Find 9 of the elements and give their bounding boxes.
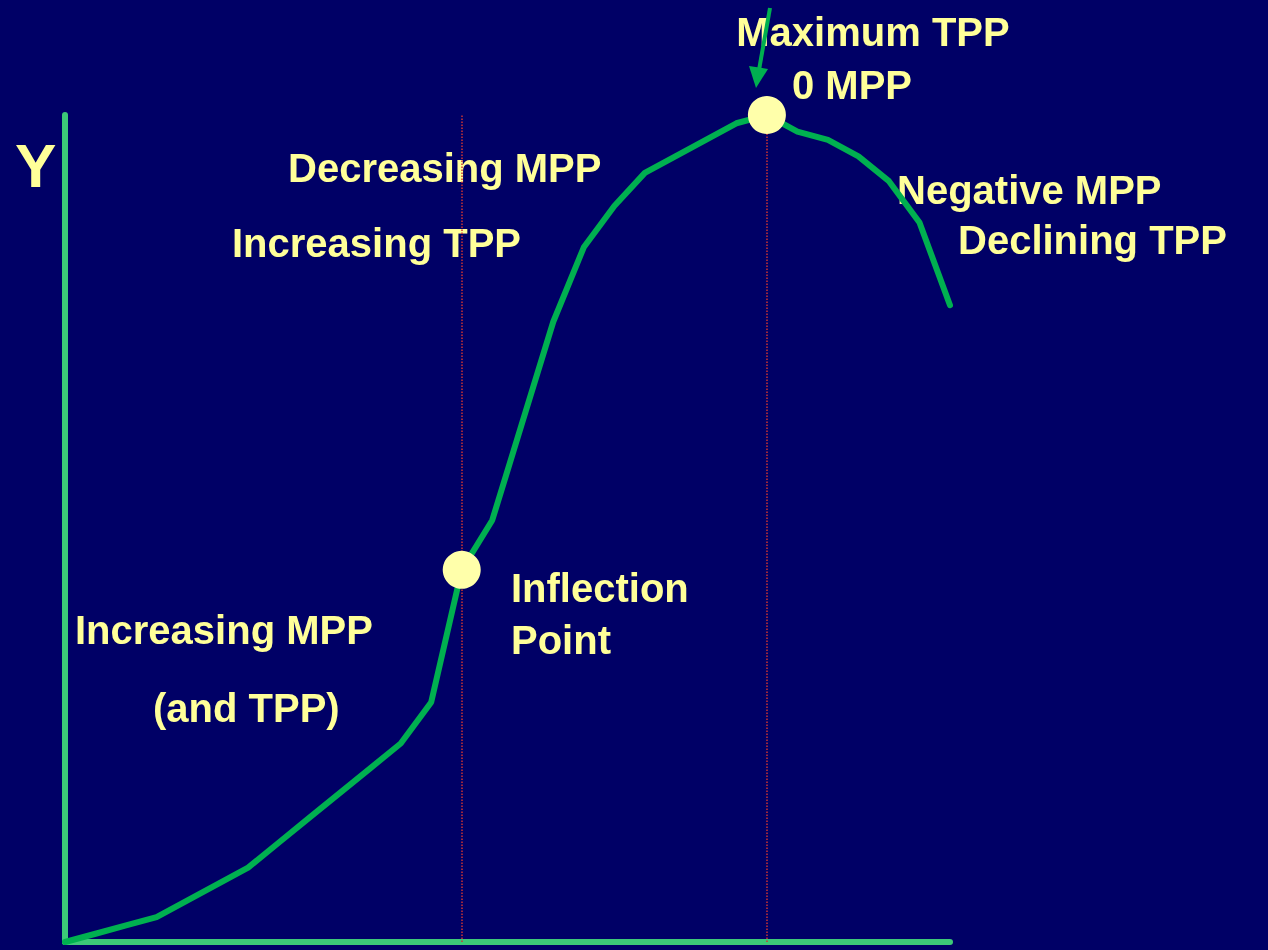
annotation: Increasing TPP — [232, 221, 521, 265]
text: 0 MPP — [791, 63, 913, 107]
annotation: Negative MPP — [897, 168, 1162, 212]
text: Declining TPP — [958, 218, 1227, 262]
annotation: Increasing MPP — [75, 608, 373, 652]
y-axis-title: Y — [15, 130, 57, 200]
annotation: (and TPP) — [153, 686, 340, 730]
annotation: Decreasing MPP — [288, 146, 602, 190]
annotation: Inflection Point — [511, 566, 700, 662]
